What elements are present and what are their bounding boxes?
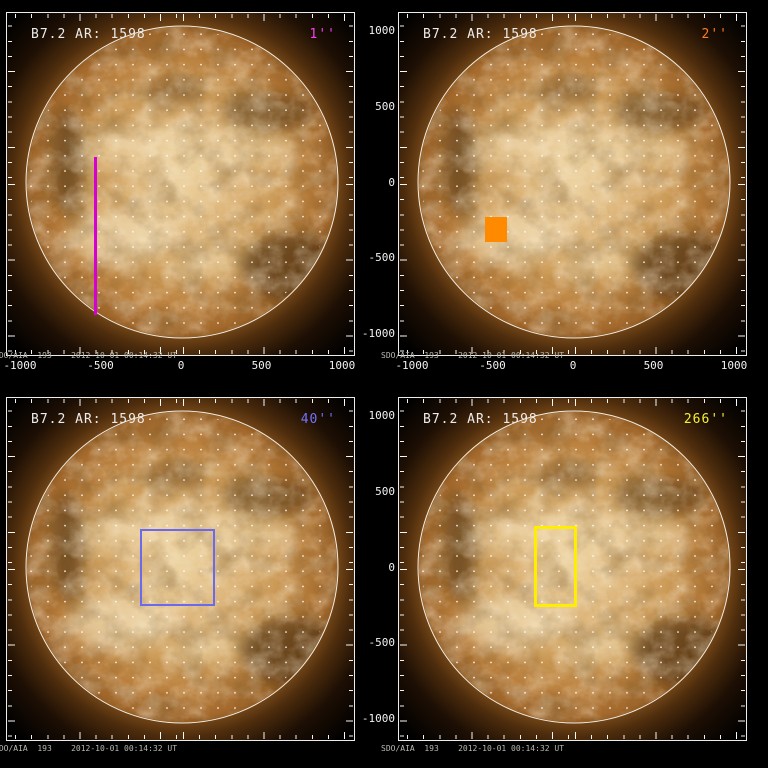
axis-tick-marks [8,735,353,739]
slit-size-label: 2'' [701,27,728,42]
plot-frame [6,12,355,356]
axis-tick-marks [8,399,353,406]
axis-tick-marks [8,399,15,739]
axis-tick-marks [738,14,745,354]
y-axis-tick-label: 1000 [368,24,396,38]
y-axis-tick-label: 500 [375,99,395,113]
axis-tick-marks [346,14,353,354]
slit-2-area-overlay [485,217,507,242]
goes-ar-label: B7.2 AR: 1598 [31,412,146,427]
axis-tick-marks [8,399,353,403]
axis-tick-marks [738,399,745,739]
axis-tick-marks [400,732,745,739]
axis-tick-marks [400,14,407,354]
obs-caption: SDO/AIA 193 2012-10-01 00:14:32 UT [0,351,178,360]
x-axis-tick-label: -500 [87,359,114,372]
panel-slot-266: B7.2 AR: 1598 266'' [398,397,747,741]
x-axis-tick-label: 1000 [328,359,356,372]
obs-caption: SDO/AIA 193 2012-10-01 00:14:32 UT [0,744,178,753]
x-axis-tick-label: -500 [479,359,506,372]
panel-slot-40: B7.2 AR: 1598 40'' [6,397,355,741]
slot-266-fov-box [534,526,577,607]
y-axis-tick-label: -500 [368,636,396,650]
x-axis-tick-label: -1000 [395,359,429,372]
panel-slit-1: B7.2 AR: 1598 1'' [6,12,355,356]
y-axis-tick-label: -1000 [361,326,395,340]
slot-40-fov-box [140,529,215,606]
axis-tick-marks [8,399,12,739]
axis-tick-marks [400,14,745,18]
axis-tick-marks [400,14,404,354]
axis-tick-marks [400,399,407,739]
slit-size-label: 1'' [309,27,336,42]
axis-tick-marks [8,14,12,354]
obs-caption: SDO/AIA 193 2012-10-01 00:14:32 UT [381,744,565,753]
axis-tick-marks [741,399,745,739]
slit-1-line-overlay [94,157,97,315]
axis-tick-marks [400,14,745,21]
slit-size-label: 40'' [300,412,336,427]
goes-ar-label: B7.2 AR: 1598 [423,412,538,427]
y-axis-tick-label: -1000 [361,711,395,725]
x-axis-tick-label: 0 [569,359,577,372]
slit-size-label: 266'' [683,412,728,427]
axis-tick-marks [349,14,353,354]
axis-tick-marks [8,732,353,739]
obs-caption: SDO/AIA 193 2012-10-01 00:14:32 UT [381,351,565,360]
axis-tick-marks [400,399,745,403]
axis-tick-marks [741,14,745,354]
goes-ar-label: B7.2 AR: 1598 [423,27,538,42]
x-axis-tick-label: 500 [643,359,664,372]
x-axis-tick-label: 0 [177,359,185,372]
goes-ar-label: B7.2 AR: 1598 [31,27,146,42]
axis-tick-marks [8,14,353,18]
axis-tick-marks [8,14,15,354]
x-axis-tick-label: 500 [251,359,272,372]
axis-tick-marks [8,14,353,21]
x-axis-tick-label: -1000 [3,359,37,372]
y-axis-tick-label: 1000 [368,409,396,423]
axis-tick-marks [400,399,745,406]
axis-tick-marks [400,735,745,739]
y-axis-tick-label: 0 [388,175,395,189]
x-axis-tick-label: 1000 [720,359,748,372]
y-axis-tick-label: -500 [368,251,396,265]
axis-tick-marks [349,399,353,739]
axis-tick-marks [346,399,353,739]
y-axis-tick-label: 0 [388,560,395,574]
axis-tick-marks [400,399,404,739]
plot-frame [398,12,747,356]
y-axis-tick-label: 500 [375,484,395,498]
panel-slit-2: B7.2 AR: 1598 2'' [398,12,747,356]
